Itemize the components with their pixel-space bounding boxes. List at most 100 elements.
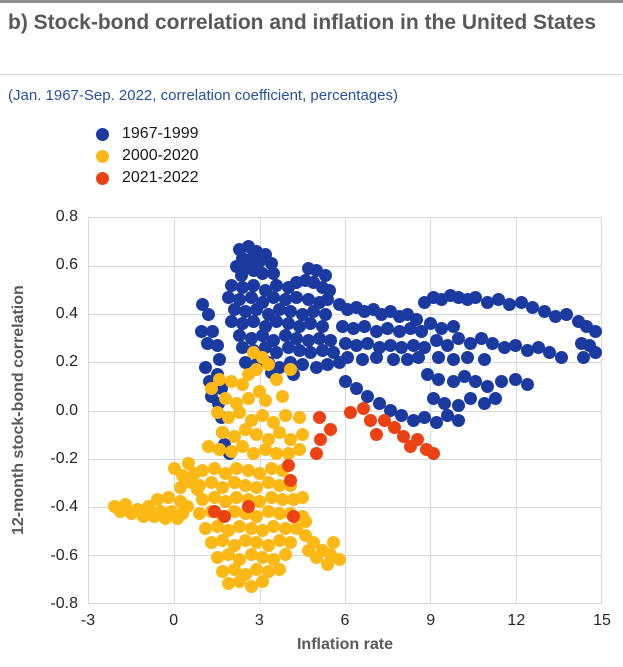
data-point-2000-2020 [250,509,264,523]
data-point-2000-2020 [207,490,221,504]
data-point-2000-2020 [210,550,224,564]
data-point-1967-1999 [278,329,292,343]
data-point-1967-1999 [588,346,602,360]
data-point-1967-1999 [509,372,523,386]
data-point-2000-2020 [173,481,187,494]
data-point-2000-2020 [292,442,306,456]
data-point-2021-2022 [324,423,338,437]
legend-label-1967-1999: 1967-1999 [122,125,199,142]
data-point-2000-2020 [233,519,247,533]
data-point-1967-1999 [418,411,432,425]
data-point-2000-2020 [224,375,238,389]
data-point-1967-1999 [426,391,440,405]
data-point-2000-2020 [244,548,258,562]
data-point-1967-1999 [543,346,557,360]
data-point-2000-2020 [261,476,275,490]
data-point-2000-2020 [253,495,267,509]
data-point-2000-2020 [204,536,218,550]
data-point-1967-1999 [244,290,258,304]
plot-area [88,217,602,604]
data-point-2000-2020 [196,493,210,507]
data-point-1967-1999 [469,290,483,304]
data-point-2000-2020 [150,493,164,507]
data-point-1967-1999 [301,334,315,348]
data-point-2000-2020 [227,562,241,576]
data-point-1967-1999 [236,341,250,355]
data-point-1967-1999 [369,351,383,365]
data-point-2000-2020 [261,358,275,372]
data-point-1967-1999 [514,295,528,309]
data-point-1967-1999 [463,391,477,405]
data-point-1967-1999 [440,408,454,422]
data-point-1967-1999 [270,346,284,360]
legend-marker-2000-2020-icon [96,149,109,163]
data-point-1967-1999 [304,346,318,360]
data-point-2000-2020 [193,478,207,492]
data-point-2000-2020 [227,430,241,444]
data-point-2000-2020 [216,565,230,579]
data-point-1967-1999 [446,375,460,389]
data-point-2000-2020 [292,411,306,425]
data-point-2000-2020 [258,442,272,456]
data-point-2021-2022 [356,401,370,415]
data-point-2000-2020 [238,478,252,492]
x-tick-label: 9 [426,612,436,629]
data-point-2000-2020 [204,382,218,396]
data-point-2000-2020 [238,423,252,437]
data-point-1967-1999 [554,351,568,365]
data-point-2000-2020 [273,562,287,576]
data-point-1967-1999 [199,360,213,374]
data-point-2000-2020 [321,558,335,571]
data-point-2000-2020 [261,505,275,519]
data-point-1967-1999 [358,319,372,333]
data-point-2000-2020 [273,533,287,547]
data-point-1967-1999 [432,351,446,365]
data-point-1967-1999 [361,336,375,350]
data-point-1967-1999 [341,351,355,365]
data-point-1967-1999 [312,331,326,345]
x-tick-label: 15 [593,612,611,629]
data-point-1967-1999 [372,396,386,410]
data-point-1967-1999 [463,336,477,350]
data-point-1967-1999 [210,339,224,353]
data-point-1967-1999 [267,290,281,304]
data-point-1967-1999 [233,329,247,343]
data-point-2021-2022 [426,447,440,461]
data-point-1967-1999 [537,305,551,319]
data-point-1967-1999 [480,295,494,309]
data-point-1967-1999 [256,329,269,343]
data-point-2000-2020 [204,476,218,490]
data-point-2000-2020 [256,408,269,422]
data-point-1967-1999 [321,358,335,372]
data-point-1967-1999 [315,343,329,357]
data-point-1967-1999 [460,351,474,365]
data-point-2000-2020 [216,425,230,439]
data-point-1967-1999 [475,331,489,345]
data-point-2021-2022 [364,413,378,427]
data-point-1967-1999 [412,351,426,365]
data-point-2021-2022 [281,459,295,473]
data-point-1967-1999 [406,339,420,353]
data-point-2000-2020 [258,394,272,408]
y-tick-label: 0.6 [55,256,78,274]
data-point-1967-1999 [492,293,506,307]
data-point-1967-1999 [452,413,466,427]
data-point-2000-2020 [278,548,292,562]
panel-title: b) Stock-bond correlation and inflation … [8,11,597,34]
data-point-2000-2020 [201,440,215,454]
data-point-2000-2020 [281,447,295,461]
data-point-1967-1999 [432,372,446,386]
y-tick-label: 0.0 [55,401,78,419]
data-point-2000-2020 [230,461,244,475]
data-point-1967-1999 [318,269,332,283]
data-point-2000-2020 [210,406,224,420]
legend-label-2021-2022: 2021-2022 [122,169,199,186]
data-point-1967-1999 [273,302,287,316]
data-point-1967-1999 [477,396,491,410]
data-point-2000-2020 [250,481,264,494]
data-point-1967-1999 [236,281,250,295]
data-point-2000-2020 [221,548,235,562]
data-point-1967-1999 [369,324,383,338]
data-point-1967-1999 [494,375,508,389]
